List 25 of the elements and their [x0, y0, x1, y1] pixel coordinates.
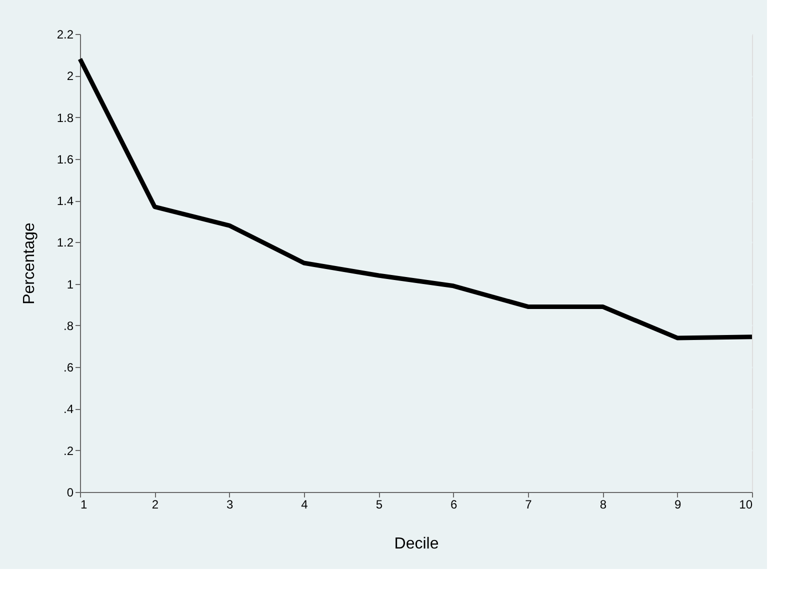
y-axis-title: Percentage [20, 222, 38, 304]
x-tick-label: 4 [301, 498, 308, 512]
y-tick-label: 1.2 [56, 236, 74, 250]
x-tick-label: 7 [525, 498, 532, 512]
y-tick-label: .2 [63, 444, 74, 458]
x-tick-label: 2 [152, 498, 159, 512]
x-tick-label: 8 [600, 498, 607, 512]
y-tick-label: .6 [63, 360, 74, 375]
y-tick-label: .8 [63, 318, 74, 333]
y-tick-label: 1.6 [56, 152, 74, 166]
x-tick-label: 9 [674, 498, 682, 512]
x-tick-label: 1 [80, 498, 88, 512]
x-tick-label: 10 [739, 498, 753, 512]
y-tick-label: 1.8 [56, 110, 74, 125]
y-tick-label: 1 [66, 277, 74, 292]
x-tick-label: 5 [376, 498, 383, 512]
y-tick-label: 2 [66, 69, 74, 84]
x-tick-label: 3 [226, 498, 234, 512]
y-tick-label: 1.4 [56, 194, 74, 208]
line-series [78, 56, 754, 340]
x-tick-label: 6 [450, 498, 458, 512]
x-axis-title: Decile [394, 536, 439, 552]
y-tick-label: 2.2 [56, 28, 74, 42]
y-tick-label: .4 [63, 402, 74, 416]
y-tick-label: 0 [66, 486, 74, 500]
